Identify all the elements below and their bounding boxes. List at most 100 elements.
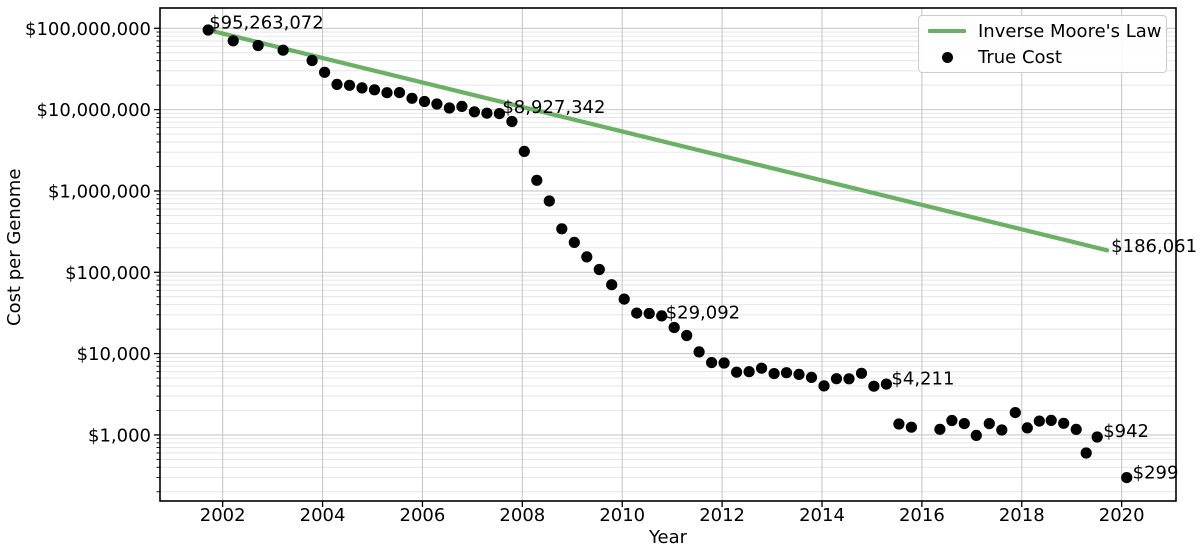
x-tick-label: 2012	[699, 505, 745, 526]
annotation-$942: $942	[1103, 421, 1149, 442]
data-point	[618, 293, 630, 305]
annotation-$8,927,342: $8,927,342	[502, 97, 605, 118]
data-point	[996, 424, 1008, 436]
y-tick-label: $1,000	[88, 425, 151, 446]
data-point	[493, 108, 505, 120]
data-point	[1091, 431, 1103, 443]
legend-label: Inverse Moore's Law	[978, 20, 1162, 42]
x-axis-title: Year	[648, 527, 688, 548]
data-point	[946, 414, 958, 427]
data-point	[518, 145, 530, 157]
data-point	[693, 346, 705, 358]
series-inverse-moores-law-line	[206, 27, 1110, 253]
data-point	[319, 66, 331, 78]
data-point	[631, 307, 643, 319]
black-dot-icon	[941, 51, 953, 63]
green-line-icon	[928, 29, 966, 33]
y-tick-label: $10,000	[77, 344, 151, 365]
data-point	[743, 366, 755, 378]
x-tick-label: 2018	[999, 505, 1045, 526]
data-point	[970, 429, 982, 441]
x-tick-label: 2020	[1099, 505, 1145, 526]
annotation-$29,092: $29,092	[666, 303, 740, 324]
annotation-$95,263,072: $95,263,072	[209, 13, 324, 34]
data-point	[905, 421, 918, 433]
data-point	[543, 195, 555, 207]
data-point	[418, 95, 431, 108]
data-point	[1009, 407, 1021, 419]
x-tick-label: 2014	[799, 505, 845, 526]
data-point	[1080, 447, 1092, 459]
legend-item-inverse-moores-law: Inverse Moore's Law	[928, 18, 1166, 44]
y-tick-label: $1,000,000	[48, 181, 151, 202]
data-point	[756, 362, 768, 374]
inverse-moores-law-line	[206, 27, 1110, 253]
minor-gridlines	[160, 31, 1176, 493]
data-point	[855, 367, 868, 379]
data-point	[681, 329, 693, 342]
data-point	[805, 371, 818, 383]
x-tick-label: 2006	[400, 505, 446, 526]
data-point	[1021, 422, 1033, 434]
data-point	[893, 418, 905, 430]
data-point	[593, 263, 605, 276]
data-point	[958, 418, 970, 430]
x-tick-label: 2016	[899, 505, 945, 526]
legend-label: True Cost	[978, 46, 1062, 68]
data-point	[793, 368, 805, 380]
data-point	[306, 54, 318, 67]
data-point	[706, 357, 718, 369]
data-point	[568, 236, 580, 248]
data-point	[868, 380, 880, 392]
data-point	[934, 423, 946, 435]
data-point	[431, 98, 443, 110]
data-point	[643, 307, 655, 320]
data-point	[331, 78, 343, 90]
data-point	[506, 115, 518, 128]
annotation-$4,211: $4,211	[891, 369, 954, 390]
data-point	[481, 107, 493, 119]
data-point	[718, 357, 730, 369]
data-point	[252, 39, 264, 52]
annotations: $95,263,072 $8,927,342 $29,092 $4,211 $942 $2…	[209, 13, 1197, 484]
y-tick-label: $10,000,000	[36, 100, 151, 121]
y-tick-labels: $1,000 $10,000 $100,000 $1,000,000 $10,000,0…	[25, 19, 151, 447]
data-point	[468, 106, 480, 118]
plot-frame	[159, 7, 1177, 502]
x-tick-label: 2008	[499, 505, 545, 526]
data-point	[983, 418, 995, 430]
legend-line-swatch	[928, 29, 966, 33]
data-point	[843, 373, 855, 385]
data-point	[343, 79, 356, 91]
annotation-$299: $299	[1133, 463, 1179, 484]
data-point	[606, 279, 618, 291]
data-point	[581, 251, 593, 263]
y-tick-label: $100,000,000	[25, 19, 151, 40]
data-point	[1033, 415, 1045, 427]
vertical-gridlines	[222, 8, 1123, 501]
data-point	[731, 366, 743, 378]
x-tick-label: 2002	[200, 505, 246, 526]
legend-item-true-cost: True Cost	[928, 44, 1166, 70]
data-point	[818, 380, 830, 392]
data-point	[443, 102, 455, 114]
data-point	[880, 378, 893, 390]
data-point	[393, 87, 406, 99]
legend-dot-swatch	[928, 51, 966, 63]
data-point	[780, 367, 793, 379]
data-point	[1070, 423, 1082, 435]
x-tick-label: 2004	[300, 505, 346, 526]
axis-ticks	[154, 27, 1123, 507]
legend: Inverse Moore's Law True Cost	[918, 15, 1167, 73]
data-point	[556, 223, 568, 235]
data-point	[768, 368, 780, 380]
data-point	[406, 92, 418, 104]
data-point	[1121, 472, 1133, 484]
data-point	[202, 24, 214, 36]
data-point	[368, 84, 381, 96]
y-tick-label: $100,000	[65, 263, 151, 284]
data-point	[1058, 417, 1070, 429]
data-point	[656, 310, 668, 322]
series-true-cost-points	[202, 24, 1133, 484]
